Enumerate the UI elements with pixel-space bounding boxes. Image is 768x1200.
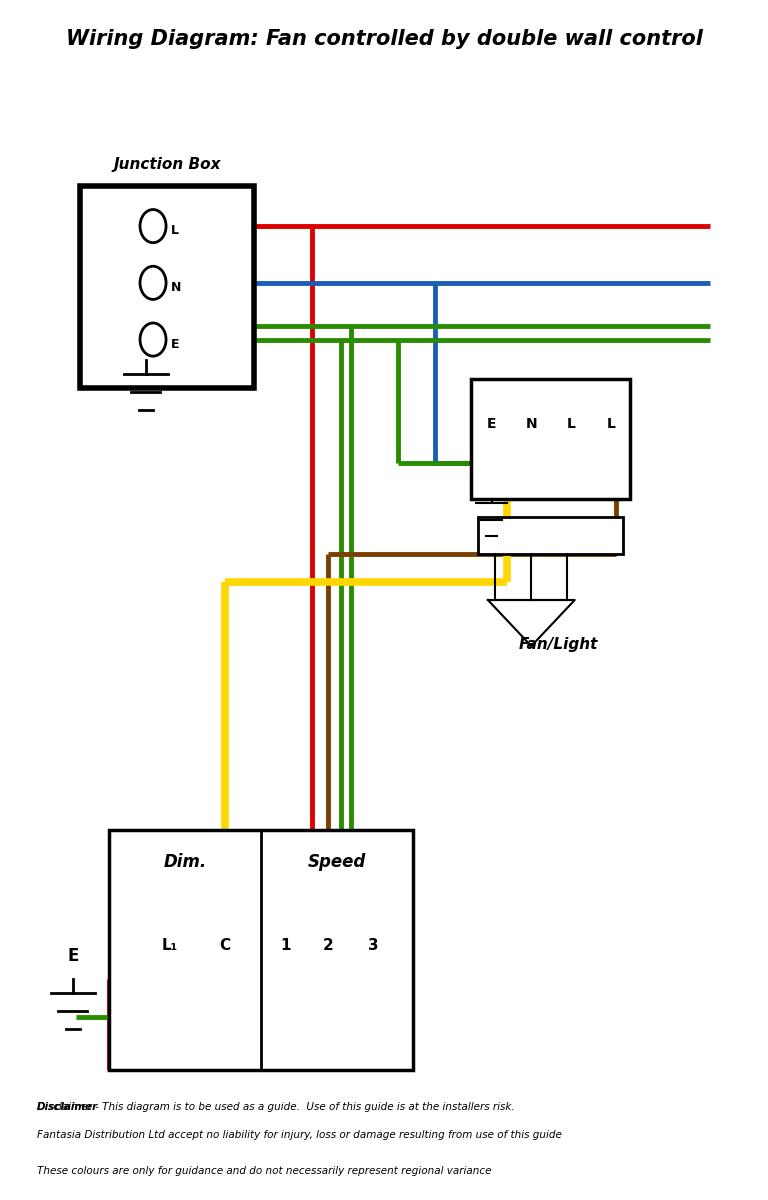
Text: L: L [567,418,575,432]
Bar [471,379,630,499]
Text: N: N [171,281,181,294]
Text: Junction Box: Junction Box [113,157,220,172]
Circle shape [140,210,166,242]
Bar [478,517,623,554]
Text: These colours are only for guidance and do not necessarily represent regional va: These colours are only for guidance and … [37,1166,492,1176]
Bar [80,186,253,388]
Text: 1: 1 [280,937,290,953]
Text: Fantasia Distribution Ltd accept no liability for injury, loss or damage resulti: Fantasia Distribution Ltd accept no liab… [37,1129,561,1140]
Text: E: E [67,947,78,965]
Text: Speed: Speed [308,853,366,871]
Text: Disclaimer - This diagram is to be used as a guide.  Use of this guide is at the: Disclaimer - This diagram is to be used … [37,1102,515,1112]
Text: N: N [525,418,537,432]
Text: Disclaimer: Disclaimer [37,1102,98,1112]
Text: Fan/Light: Fan/Light [518,637,598,652]
Text: L: L [607,418,615,432]
Text: 3: 3 [368,937,379,953]
Text: E: E [487,418,496,432]
Text: Wiring Diagram: Fan controlled by double wall control: Wiring Diagram: Fan controlled by double… [65,29,703,49]
Text: C: C [219,937,230,953]
Text: E: E [171,337,180,350]
Text: Dim.: Dim. [164,853,207,871]
Text: L: L [171,224,179,238]
Circle shape [140,266,166,300]
Text: L₁: L₁ [162,937,178,953]
Bar [109,830,413,1069]
Text: 2: 2 [323,937,333,953]
Circle shape [140,323,166,356]
